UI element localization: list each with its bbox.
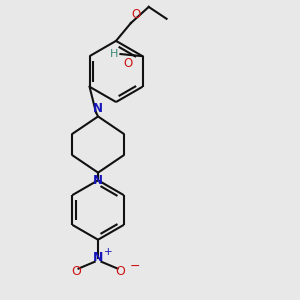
Text: O: O: [71, 265, 81, 278]
Text: H: H: [110, 49, 118, 58]
Text: O: O: [132, 8, 141, 21]
Text: −: −: [130, 260, 140, 272]
Text: N: N: [93, 251, 103, 264]
Text: +: +: [104, 248, 113, 257]
Text: N: N: [93, 102, 103, 115]
Text: O: O: [123, 57, 132, 70]
Text: N: N: [93, 174, 103, 187]
Text: O: O: [115, 265, 125, 278]
